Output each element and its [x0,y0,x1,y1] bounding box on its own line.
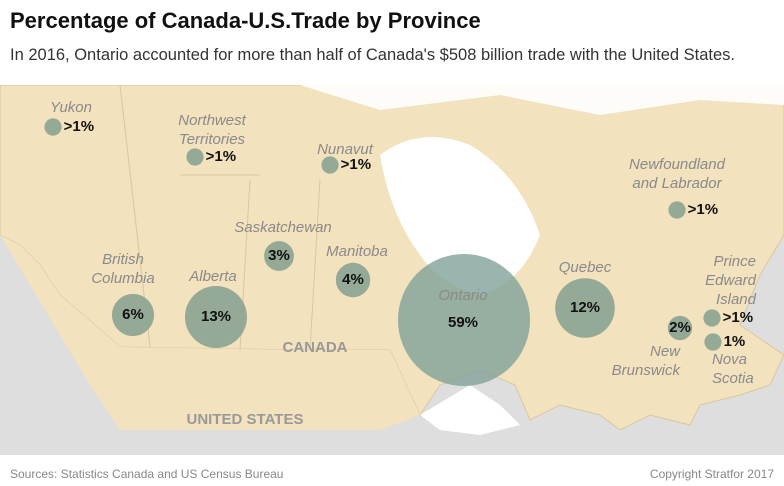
region-name: Scotia [712,370,754,387]
region-name: New [650,343,681,360]
value-label: 6% [122,306,144,323]
region-name: Quebec [559,259,612,276]
title: Percentage of Canada-U.S.Trade by Provin… [10,8,481,33]
bubble [397,253,531,387]
region-name: Ontario [438,287,487,304]
value-label: >1% [206,148,236,165]
value-label: 3% [268,247,290,264]
bubble [703,309,721,327]
region-name: Yukon [50,99,92,116]
value-label: >1% [723,309,753,326]
region-name: British [102,251,144,268]
border [309,179,321,351]
copyright: Copyright Stratfor 2017 [649,467,774,481]
great-lakes [420,385,520,435]
bubble [667,315,693,341]
bubble [668,201,686,219]
value-label: 59% [448,314,478,331]
hudson-bay [380,137,540,295]
bubble [186,148,204,166]
value-label: 1% [724,333,746,350]
region-name: Brunswick [612,362,682,379]
bubble [184,285,248,349]
subtitle: In 2016, Ontario accounted for more than… [10,46,736,64]
map: CANADA UNITED STATES Yukon >1% Northwest Terr… [0,85,784,455]
us-strip [0,430,784,455]
bubble [321,156,339,174]
region-name: Prince [713,253,756,270]
value-label: 4% [342,271,364,288]
region-name: Alberta [188,268,237,285]
bubble [264,241,294,271]
region-name: Saskatchewan [234,219,332,236]
bubble [44,118,62,136]
value-label: 13% [201,308,231,325]
country-label: CANADA [283,339,348,356]
region-name: Edward [705,272,757,289]
value-label: >1% [341,156,371,173]
region-name: Manitoba [326,243,388,260]
arctic-water [0,85,784,115]
canada-south [0,235,420,430]
bubble [704,333,722,351]
region-name: Territories [179,131,246,148]
region-name: Columbia [91,270,154,287]
value-label: >1% [688,201,718,218]
region-name: Nunavut [317,141,374,158]
region-name: Island [716,291,757,308]
value-label: >1% [64,118,94,135]
value-label: 2% [669,319,691,336]
region-name: Nova [712,351,747,368]
region-name: Northwest [178,112,246,129]
country-label: UNITED STATES [187,411,304,428]
region-name: Newfoundland [629,156,726,173]
bubble [111,293,155,337]
bubble [335,262,371,298]
sources: Sources: Statistics Canada and US Census… [10,467,284,481]
value-label: 12% [570,299,600,316]
bubble [555,278,615,338]
region-name: and Labrador [632,175,722,192]
